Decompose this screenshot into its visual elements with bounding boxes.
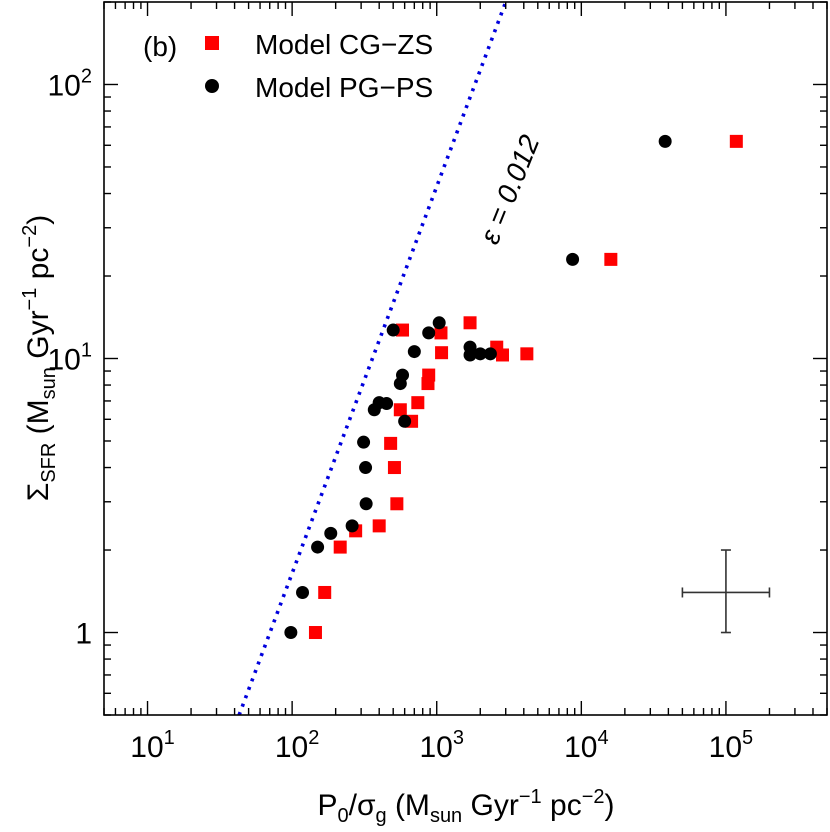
panel-label: (b) (143, 31, 177, 62)
data-point-square (308, 626, 322, 640)
data-point-square (396, 323, 410, 337)
fit-line-layer (237, 2, 508, 715)
data-point-square (604, 252, 618, 266)
data-point-circle (407, 345, 421, 359)
legend-label-pg-ps: Model PG−PS (255, 72, 433, 103)
data-point-square (463, 316, 477, 330)
data-point-square (495, 348, 509, 362)
fit-line (237, 2, 508, 715)
data-point-circle (658, 134, 672, 148)
data-point-circle (311, 540, 325, 554)
data-point-square (372, 519, 386, 533)
legend-marker-square (205, 36, 219, 50)
data-point-square (318, 585, 332, 599)
data-point-square (434, 326, 448, 340)
data-point-square (729, 134, 743, 148)
data-point-square (422, 368, 436, 382)
legend-label-cg-zs: Model CG−ZS (255, 29, 433, 60)
data-point-circle (432, 316, 446, 330)
data-point-circle (359, 461, 373, 475)
data-point-circle (345, 519, 359, 533)
data-point-circle (473, 347, 487, 361)
error-bar-layer (681, 549, 771, 634)
data-point-circle (566, 252, 580, 266)
y-axis-label: ΣSFR (Msun Gyr−1 pc−2) (19, 215, 60, 501)
data-point-circle (284, 626, 298, 640)
data-point-square (393, 403, 407, 417)
data-point-circle (463, 348, 477, 362)
legend-marker-circle (205, 79, 219, 93)
data-point-square (390, 497, 404, 511)
data-point-circle (296, 585, 310, 599)
x-tick-label: 102 (275, 727, 320, 764)
x-tick-label: 104 (564, 727, 609, 764)
data-point-circle (396, 368, 410, 382)
x-tick-label: 101 (130, 727, 175, 764)
data-point-square (411, 396, 425, 410)
data-point-square (384, 436, 398, 450)
data-point-circle (357, 435, 371, 449)
data-point-circle (422, 326, 436, 340)
data-point-square (333, 540, 347, 554)
data-point-circle (398, 414, 412, 428)
data-point-circle (324, 526, 338, 540)
y-tick-label: 102 (48, 65, 93, 102)
data-point-square (520, 347, 534, 361)
data-point-circle (380, 397, 394, 411)
y-tick-label: 1 (75, 618, 92, 651)
data-points-layer (284, 134, 743, 640)
data-point-circle (386, 323, 400, 337)
fit-line-annotation: ε = 0.012 (474, 130, 546, 248)
data-point-square (387, 461, 401, 475)
tick-labels: 101 102 103 104 105 1 101 102 (48, 65, 754, 764)
data-point-circle (359, 497, 373, 511)
x-tick-label: 105 (709, 727, 754, 764)
axis-ticks (103, 1, 828, 716)
x-tick-label: 103 (419, 727, 464, 764)
data-point-square (435, 346, 449, 360)
data-point-circle (483, 347, 497, 361)
x-axis-label: P0/σg (Msun Gyr−1 pc−2) (317, 786, 614, 827)
y-tick-label: 101 (48, 340, 93, 377)
legend: Model CG−ZS Model PG−PS (205, 29, 433, 103)
